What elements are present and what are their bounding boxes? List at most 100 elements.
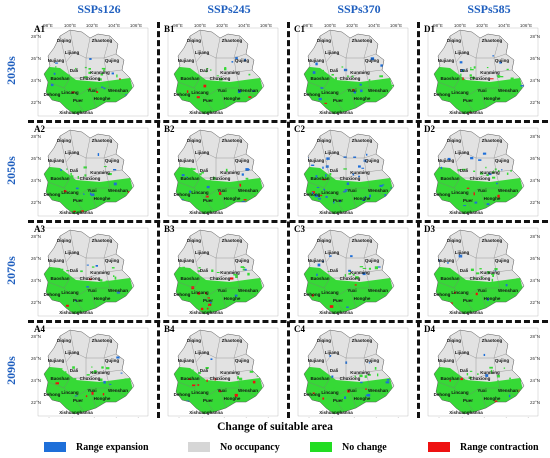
panel-label: C1 [294,24,305,34]
lon-tick-label: 106°E [390,23,402,28]
lat-tick-label: 22°N [530,400,540,405]
place-label: Xishuangbanna [189,110,223,115]
place-label: Qujing [495,58,509,63]
place-label: Wenshan [108,188,128,193]
legend-swatch [310,442,332,452]
place-label: Yuxi [477,88,486,93]
place-label: Kunming [480,170,500,175]
place-label: Zhaotong [92,138,113,143]
place-label: Chuxiong [470,176,491,181]
panel-label: B2 [164,124,175,134]
legend-no-change: No change [310,440,387,454]
column-header-ssps126: SSPs126 [77,2,121,16]
place-label: Dehong [174,92,191,97]
place-label: Lijiang [195,350,210,355]
lat-tick-label: 22°N [530,200,540,205]
lat-tick-label: 28°N [530,234,540,239]
place-label: Wenshan [498,188,518,193]
place-label: Wenshan [498,288,518,293]
place-label: Lincang [191,390,209,395]
place-label: Wenshan [108,388,128,393]
place-label: Xishuangbanna [449,110,483,115]
place-label: Diqing [187,38,201,43]
lon-tick-label: 100°E [64,417,76,418]
legend-range-expansion: Range expansion [44,440,149,454]
panel-label: C3 [294,224,305,234]
place-label: Honghe [94,96,111,101]
place-label: Qujing [105,58,119,63]
place-label: Zhaotong [222,238,243,243]
lon-tick-label: 102°E [346,23,358,28]
place-label: Zhaotong [352,238,373,243]
place-label: Honghe [354,96,371,101]
place-label: Wenshan [238,388,258,393]
panel-label: D3 [424,224,435,234]
place-label: Qujing [365,158,379,163]
lon-tick-label: 104°E [368,417,380,418]
place-label: Dehong [174,292,191,297]
lon-tick-label: 106°E [520,417,532,418]
place-label: Baoshan [440,276,459,281]
place-label: Chuxiong [210,176,231,181]
place-label: Honghe [224,396,241,401]
lat-tick-label: 24°N [31,78,41,83]
place-label: Chuxiong [80,376,101,381]
place-label: Dehong [434,292,451,297]
place-label: Kunming [220,370,240,375]
place-label: Lincang [191,290,209,295]
place-label: Lincang [451,390,469,395]
place-label: Lijiang [455,150,470,155]
place-label: Kunming [220,70,240,75]
panel-label: A1 [34,24,45,34]
place-label: Zhaotong [352,138,373,143]
place-label: Zhaotong [352,38,373,43]
place-label: Xishuangbanna [59,210,93,215]
lat-tick-label: 26°N [31,256,41,261]
place-label: Lijiang [65,350,80,355]
place-label: Diqing [57,138,71,143]
place-label: Wenshan [368,88,388,93]
place-label: Honghe [94,396,111,401]
lon-tick-label: 102°E [476,23,488,28]
place-label: Honghe [484,296,501,301]
place-label: Dali [330,368,338,373]
place-label: Nujiang [48,358,65,363]
place-label: Puer [203,398,213,403]
place-label: Diqing [187,238,201,243]
place-label: Honghe [354,396,371,401]
place-label: Zhaotong [352,338,373,343]
place-label: Dali [70,268,78,273]
place-label: Yuxi [217,88,226,93]
lat-tick-label: 28°N [31,34,41,39]
lat-tick-label: 22°N [530,300,540,305]
place-label: Chuxiong [210,276,231,281]
place-label: Lijiang [325,150,340,155]
place-label: Lincang [451,190,469,195]
legend-label: No occupancy [220,441,280,453]
place-label: Wenshan [368,188,388,193]
place-label: Yuxi [477,388,486,393]
map-panel-b3: Zhaotong Diqing Lijiang Nujiang Qujing Dali Ch… [160,222,284,318]
place-label: Wenshan [498,88,518,93]
place-label: Xishuangbanna [189,310,223,315]
place-label: Diqing [57,338,71,343]
place-label: Puer [73,298,83,303]
place-label: Dali [70,368,78,373]
place-label: Puer [73,198,83,203]
place-label: Wenshan [108,288,128,293]
x-axis-label: Change of suitable area [217,421,333,433]
lat-tick-label: 24°N [530,278,540,283]
place-label: Lincang [191,190,209,195]
map-panel-c4: Zhaotong Diqing Lijiang Nujiang Qujing Dali Ch… [290,322,414,418]
place-label: Diqing [447,138,461,143]
place-label: Chuxiong [80,276,101,281]
place-label: Yuxi [217,288,226,293]
place-label: Kunming [220,270,240,275]
map-panel-d1: Zhaotong Diqing Lijiang Nujiang Qujing Dali Ch… [420,22,544,118]
place-label: Qujing [365,358,379,363]
place-label: Lincang [321,390,339,395]
lat-tick-label: 28°N [530,134,540,139]
lon-tick-label: 98°E [303,23,313,28]
